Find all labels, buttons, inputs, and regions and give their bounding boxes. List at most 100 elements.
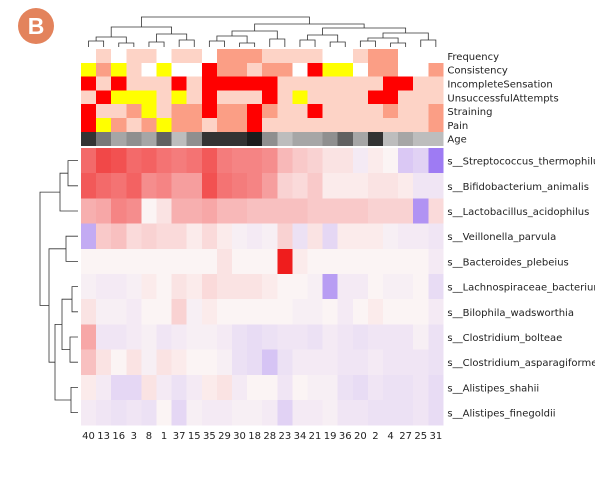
- heatmap-cell: [383, 223, 399, 250]
- heatmap-cell: [126, 148, 142, 174]
- annotation-cell: [413, 131, 429, 146]
- row-label: s__Bacteroides_plebeius: [447, 257, 568, 268]
- heatmap-cell: [247, 223, 263, 250]
- annotation-cell: [141, 118, 157, 133]
- heatmap-cell: [322, 198, 338, 224]
- annotation-cell: [186, 104, 203, 119]
- annotation-cell: [398, 76, 414, 91]
- heatmap-cell: [292, 223, 308, 250]
- heatmap-cell: [428, 324, 444, 350]
- annotation-cell: [292, 104, 308, 119]
- heatmap-cell: [232, 223, 248, 250]
- annotation-cell: [171, 62, 187, 77]
- annotation-cell: [96, 49, 112, 64]
- annotation-track-label: Consistency: [447, 66, 508, 77]
- heatmap-cell: [171, 223, 187, 250]
- heatmap-cell: [383, 374, 399, 401]
- dendrogram-link: [329, 41, 346, 47]
- heatmap-cell: [337, 400, 354, 426]
- heatmap-cell: [247, 198, 263, 224]
- heatmap-cell: [96, 374, 112, 401]
- heatmap-cell: [216, 173, 233, 199]
- heatmap-cell: [126, 299, 142, 325]
- annotation-cell: [232, 49, 248, 64]
- heatmap-cell: [398, 198, 414, 224]
- heatmap-cell: [413, 349, 429, 376]
- annotation-cell: [428, 118, 444, 133]
- heatmap-cell: [367, 248, 384, 275]
- heatmap-cell: [126, 349, 142, 376]
- annotation-cell: [307, 76, 323, 91]
- dendrogram-link: [39, 191, 60, 306]
- annotation-cell: [141, 90, 157, 105]
- dendrogram-link: [208, 40, 225, 47]
- dendrogram-link: [148, 41, 165, 47]
- heatmap-cell: [186, 274, 203, 300]
- annotation-cell: [111, 131, 127, 146]
- heatmap-cell: [352, 349, 369, 376]
- heatmap-cell: [81, 248, 97, 275]
- heatmap-cell: [413, 274, 429, 300]
- annotation-cell: [352, 131, 369, 146]
- annotation-cell: [247, 104, 263, 119]
- heatmap-cell: [232, 349, 248, 376]
- annotation-cell: [186, 62, 203, 77]
- row-label: s__Clostridium_asparagiforme: [447, 358, 595, 369]
- annotation-cell: [367, 90, 384, 105]
- heatmap-cell: [383, 198, 399, 224]
- annotation-cell: [216, 62, 233, 77]
- column-tick-label: 27: [399, 431, 412, 442]
- heatmap-cell: [322, 374, 338, 401]
- heatmap-cell: [262, 400, 278, 426]
- annotation-cell: [186, 49, 203, 64]
- row-label: s__Bifidobacterium_animalis: [447, 182, 589, 193]
- annotation-cell: [247, 118, 263, 133]
- annotation-cell: [232, 104, 248, 119]
- heatmap-cell: [247, 173, 263, 199]
- annotation-cell: [398, 118, 414, 133]
- heatmap-cell: [383, 274, 399, 300]
- column-tick-label: 30: [233, 431, 246, 442]
- dendrogram-link: [67, 160, 78, 187]
- annotation-cell: [141, 104, 157, 119]
- column-dendrogram: [88, 16, 437, 47]
- heatmap-cell: [398, 349, 414, 376]
- heatmap-cell: [126, 400, 142, 426]
- annotation-cell: [383, 118, 399, 133]
- heatmap-cell: [171, 173, 187, 199]
- heatmap-cell: [96, 400, 112, 426]
- heatmap-cell: [247, 324, 263, 350]
- row-label: s__Alistipes_finegoldii: [447, 409, 555, 420]
- annotation-cell: [201, 90, 218, 105]
- annotation-track-label: UnsuccessfulAttempts: [447, 93, 558, 104]
- annotation-cell: [111, 62, 127, 77]
- heatmap-cell: [292, 173, 308, 199]
- heatmap-cell: [81, 148, 97, 174]
- annotation-cell: [413, 49, 429, 64]
- heatmap-cell: [111, 299, 127, 325]
- annotation-cell: [171, 90, 187, 105]
- heatmap-cell: [367, 374, 384, 401]
- dendrogram-link: [59, 172, 78, 212]
- heatmap-cell: [81, 223, 97, 250]
- heatmap-cell: [352, 223, 369, 250]
- heatmap-cell: [277, 198, 293, 224]
- heatmap-cells: [81, 148, 444, 426]
- heatmap-cell: [322, 400, 338, 426]
- heatmap-cell: [216, 349, 233, 376]
- heatmap-cell: [262, 148, 278, 174]
- heatmap-cell: [232, 299, 248, 325]
- heatmap-cell: [413, 374, 429, 401]
- heatmap-cell: [307, 324, 323, 350]
- annotation-cell: [277, 76, 293, 91]
- heatmap-cell: [277, 400, 293, 426]
- heatmap-cell: [352, 198, 369, 224]
- annotation-cell: [156, 90, 172, 105]
- dendrogram-link: [216, 35, 248, 43]
- annotation-cell: [367, 49, 384, 64]
- heatmap-cell: [156, 148, 172, 174]
- annotation-cell: [156, 118, 172, 133]
- heatmap-cell: [81, 324, 97, 350]
- heatmap-cell: [322, 324, 338, 350]
- heatmap-cell: [156, 374, 172, 401]
